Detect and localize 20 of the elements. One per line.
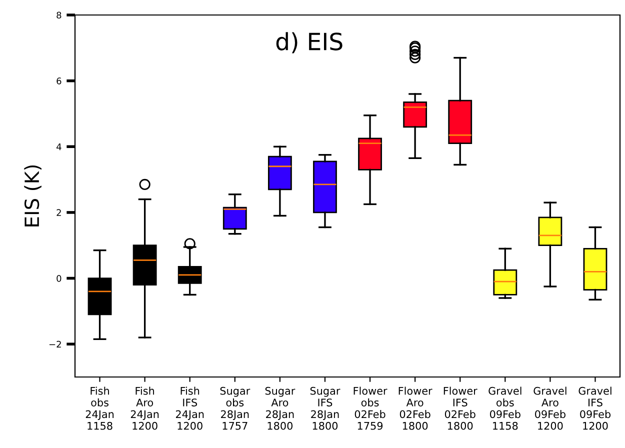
x-tick-label: Sugar obs 28Jan 1757 [220, 386, 250, 430]
x-tick-label: Fish Aro 24Jan 1200 [130, 386, 159, 430]
x-tick-label: Gravel obs 09Feb 1158 [488, 386, 522, 430]
x-tick-label: Flower IFS 02Feb 1800 [444, 386, 478, 430]
y-tick-label: 6 [56, 78, 62, 84]
y-axis-title: EIS (K) [24, 165, 42, 226]
x-tick-label: Gravel IFS 09Feb 1200 [578, 386, 612, 430]
y-tick-label: 4 [56, 143, 62, 150]
x-tick-label: Fish obs 24Jan 1158 [86, 386, 114, 430]
x-tick-label: Flower obs 02Feb 1759 [354, 386, 388, 430]
x-tick-label: Gravel Aro 09Feb 1200 [534, 386, 566, 430]
y-tick-label: 0 [56, 275, 62, 282]
x-tick-label: Sugar Aro 28Jan 1800 [265, 386, 296, 430]
y-tick-label: 2 [56, 209, 61, 216]
x-tick-label: Sugar IFS 28Jan 1800 [310, 386, 340, 430]
text: d) EIS [276, 32, 342, 54]
x-tick-label: Flower Aro 02Feb 1800 [398, 386, 432, 430]
y-tick-label: 8 [56, 12, 62, 19]
y-tick-label: −2 [49, 340, 61, 348]
x-tick-label: Fish IFS 24Jan 1200 [176, 386, 204, 430]
